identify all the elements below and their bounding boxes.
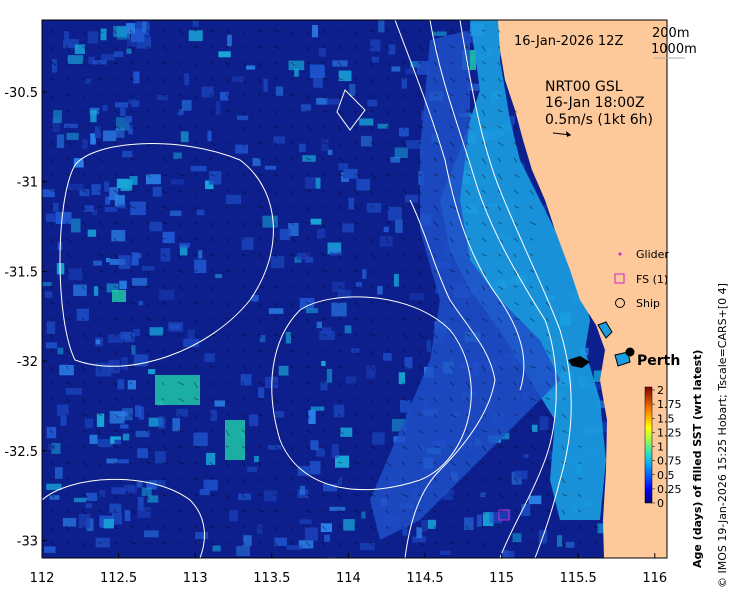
date-label: 16-Jan-2026 12Z xyxy=(514,34,623,49)
perth-marker xyxy=(625,347,635,357)
mid-shelf-band xyxy=(370,30,560,540)
coast-detail-3 xyxy=(614,351,631,367)
plot-frame xyxy=(41,19,668,559)
contours xyxy=(42,20,572,558)
x-tick-label: 113.5 xyxy=(253,571,290,586)
current-time: 16-Jan 18:00Z xyxy=(545,95,645,111)
isobath-200-label: 200m xyxy=(652,26,689,41)
x-tick-label: 116 xyxy=(642,571,667,586)
colorbar-tick-label: 1.25 xyxy=(657,426,682,439)
y-tick-label: -32 xyxy=(17,355,38,370)
colorbar xyxy=(644,386,653,504)
x-tick-label: 112 xyxy=(30,571,55,586)
fs-marker xyxy=(614,273,625,284)
current-title: NRT00 GSL xyxy=(545,79,623,95)
colorbar-tick-label: 1 xyxy=(657,441,664,454)
colorbar-tick-label: 0.5 xyxy=(657,469,675,482)
current-scale: 0.5m/s (1kt 6h) xyxy=(545,112,653,128)
fs-label: FS (1) xyxy=(636,273,668,286)
x-tick-label: 115.5 xyxy=(560,571,597,586)
colorbar-tick-label: 2 xyxy=(657,384,664,397)
colorbar-tick-label: 0.25 xyxy=(657,483,682,496)
x-tick-label: 114 xyxy=(336,571,361,586)
land-area xyxy=(498,20,667,558)
colorbar-tick-label: 1.75 xyxy=(657,398,682,411)
ship-label: Ship xyxy=(636,297,660,310)
coast-detail xyxy=(568,356,590,368)
x-tick-label: 112.5 xyxy=(100,571,137,586)
colorbar-ticks: 21.751.51.25 10.750.50.250 xyxy=(652,384,682,510)
y-tick-label: -30.5 xyxy=(4,86,38,101)
y-tick-label: -31.5 xyxy=(4,265,38,280)
isobath-1000-label: 1000m xyxy=(651,42,697,57)
coast-detail-2 xyxy=(597,321,613,339)
x-tick-label: 113 xyxy=(183,571,208,586)
scale-arrow xyxy=(552,131,572,137)
x-tick-label: 115 xyxy=(489,571,514,586)
colorbar-tick-label: 1.5 xyxy=(657,412,675,425)
x-axis-ticks: 112 112.5 113 113.5 114 114.5 115 115.5 116 xyxy=(30,553,667,586)
ship-marker xyxy=(615,298,625,308)
y-tick-label: -32.5 xyxy=(4,445,38,460)
current-vectors xyxy=(49,29,599,548)
city-label: Perth xyxy=(637,353,680,369)
colorbar-tick-label: 0 xyxy=(657,497,664,510)
coastal-band xyxy=(440,20,606,520)
credit-text: © IMOS 19-Jan-2026 15:25 Hobart; Tscale=… xyxy=(716,283,729,588)
glider-marker xyxy=(618,252,622,256)
y-tick-label: -33 xyxy=(17,535,38,550)
y-axis-ticks: -30.5 -31 -31.5 -32 -32.5 -33 xyxy=(4,86,47,550)
colorbar-tick-label: 0.75 xyxy=(657,455,682,468)
fs-site-marker xyxy=(498,509,510,521)
x-tick-label: 114.5 xyxy=(406,571,443,586)
colorbar-title: Age (days) of filled SST (wrt latest) xyxy=(691,349,704,568)
glider-label: Glider xyxy=(636,248,669,261)
y-tick-label: -31 xyxy=(17,176,38,191)
